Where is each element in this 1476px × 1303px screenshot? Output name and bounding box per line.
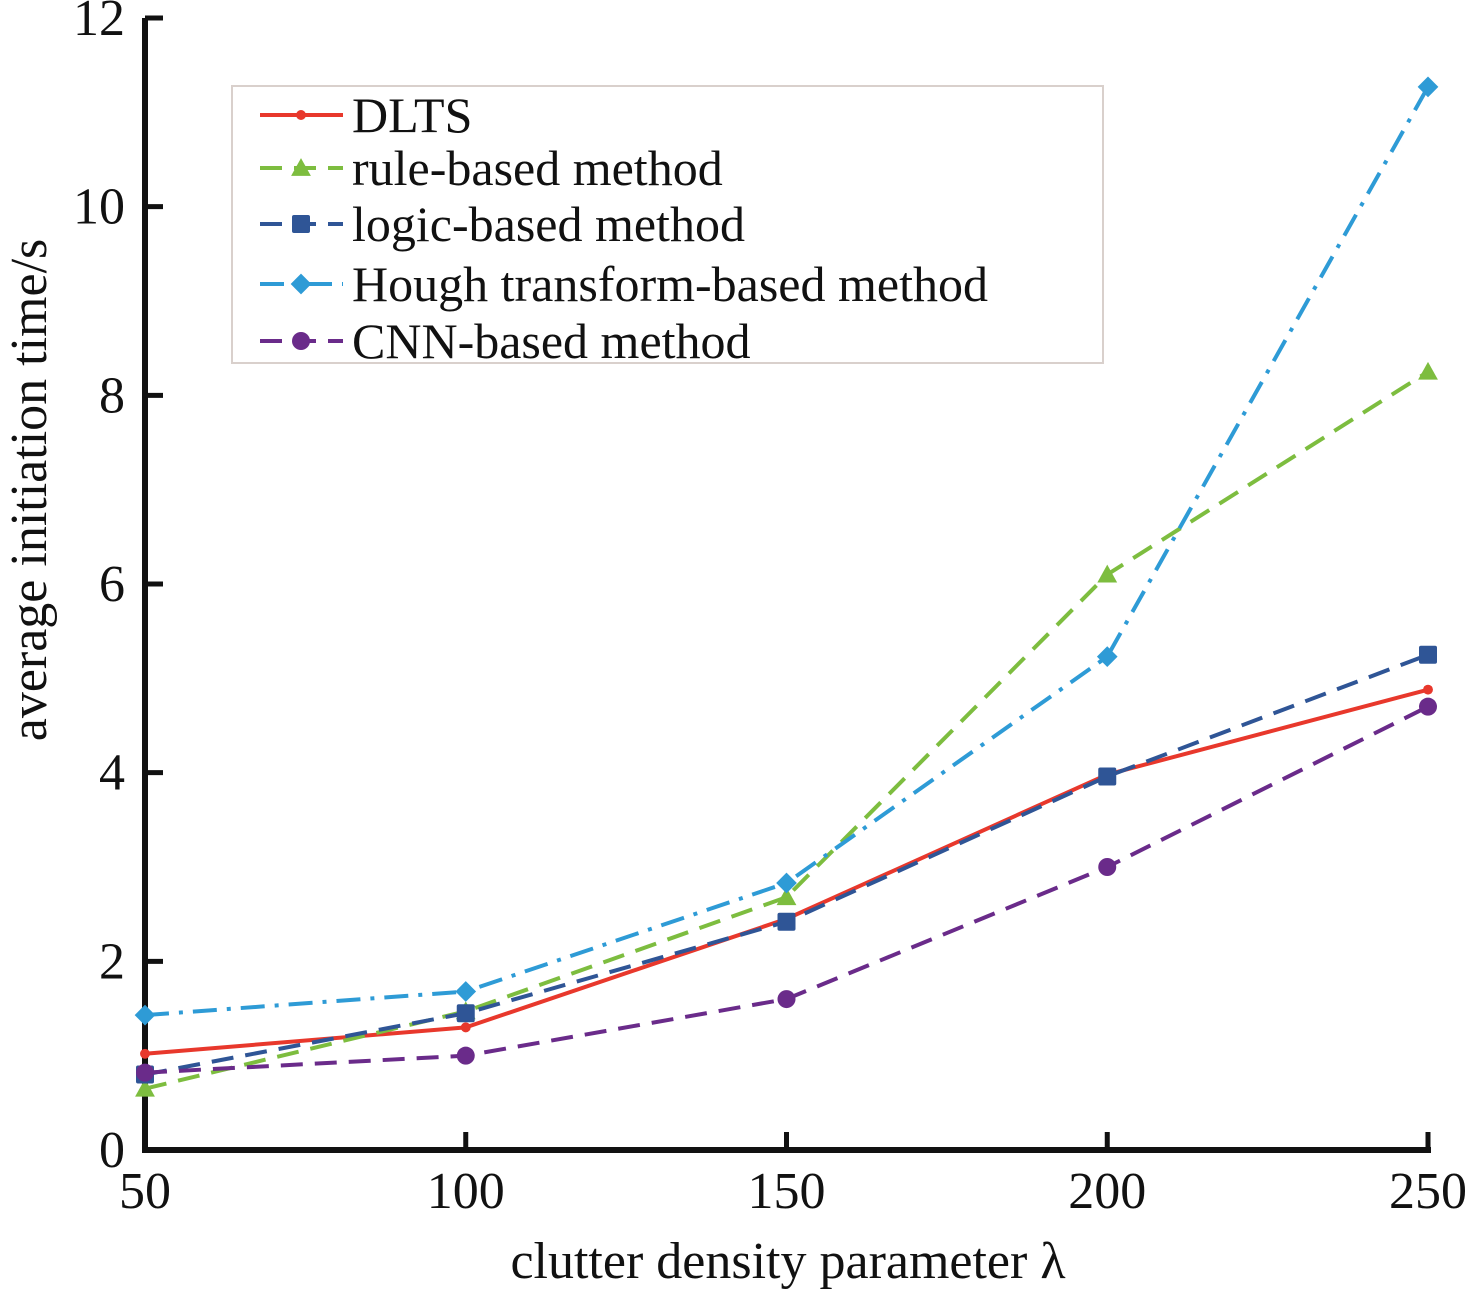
x-tick-label: 100: [427, 1163, 505, 1220]
data-point: [776, 887, 797, 906]
series-line: [144, 652, 1429, 1077]
y-tick-label: 0: [99, 1122, 125, 1179]
data-point: [460, 1022, 471, 1033]
data-point: [1098, 767, 1117, 786]
data-point: [1096, 646, 1118, 667]
axes: 0 2 4 6 8 10 12 50 100 150 200 250: [73, 0, 1467, 1220]
data-point: [136, 1063, 154, 1082]
y-tick-label: 4: [99, 745, 125, 802]
y-axis-label: average initiation time/s: [1, 239, 58, 742]
legend-swatch-marker: [292, 332, 310, 350]
legend-label: CNN-based method: [352, 313, 751, 369]
data-point: [1419, 645, 1437, 664]
series-1: [135, 361, 1438, 1097]
x-tick-label: 50: [119, 1163, 171, 1220]
legend-swatch-marker: [290, 273, 312, 295]
x-tick-label: 250: [1389, 1163, 1467, 1220]
legend-swatch-marker: [291, 158, 311, 176]
data-point: [777, 990, 796, 1009]
y-tick-label: 12: [73, 0, 125, 47]
y-tick-label: 2: [99, 933, 125, 990]
x-tick-label: 150: [748, 1163, 826, 1220]
series-2: [136, 645, 1437, 1084]
data-point: [456, 1046, 475, 1065]
data-point: [456, 1004, 475, 1023]
series-4: [136, 697, 1437, 1082]
y-tick-label: 8: [99, 367, 125, 424]
legend-box: [231, 85, 1104, 364]
y-tick-label: 10: [73, 179, 125, 236]
data-point: [776, 872, 797, 894]
data-point: [140, 1048, 150, 1059]
data-point: [1097, 564, 1118, 583]
data-point: [455, 981, 477, 1002]
legend-swatch-marker: [296, 110, 306, 120]
y-tick-label: 6: [99, 556, 125, 613]
data-point: [135, 1078, 155, 1097]
data-point: [134, 1004, 156, 1026]
data-point: [1418, 361, 1438, 380]
legend-swatch-marker: [292, 215, 310, 233]
legend-label: logic-based method: [352, 196, 745, 252]
series-layer: [134, 76, 1439, 1097]
data-point: [1417, 76, 1439, 98]
legend-label: Hough transform-based method: [352, 256, 988, 312]
x-axis-label: clutter density parameter λ: [510, 1233, 1065, 1290]
legend-label: rule-based method: [352, 140, 723, 196]
data-point: [1098, 858, 1117, 876]
series-line: [144, 370, 1430, 1091]
legend-label: DLTS: [352, 87, 472, 143]
data-point: [1423, 684, 1433, 695]
data-point: [777, 912, 796, 931]
data-point: [1419, 697, 1437, 716]
x-tick-label: 200: [1068, 1163, 1146, 1220]
series-3: [134, 76, 1439, 1026]
